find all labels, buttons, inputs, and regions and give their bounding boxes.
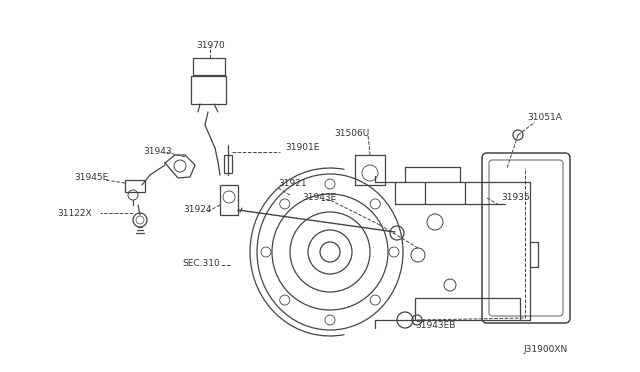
Text: SEC.310: SEC.310 xyxy=(182,260,220,269)
Text: 31901E: 31901E xyxy=(285,144,319,153)
Text: 31943E: 31943E xyxy=(302,193,336,202)
Bar xyxy=(220,185,238,215)
Text: 31970: 31970 xyxy=(196,42,225,51)
Bar xyxy=(224,155,232,173)
Bar xyxy=(125,180,145,192)
Text: 31935: 31935 xyxy=(501,193,530,202)
Text: J31900XN: J31900XN xyxy=(523,346,567,355)
Text: 31921: 31921 xyxy=(278,179,307,187)
Text: 31945E: 31945E xyxy=(74,173,108,183)
Text: 31943: 31943 xyxy=(143,148,172,157)
Text: 31051A: 31051A xyxy=(527,113,562,122)
Text: 31506U: 31506U xyxy=(334,128,369,138)
Text: 31924: 31924 xyxy=(183,205,211,215)
Text: 31122X: 31122X xyxy=(57,208,92,218)
Text: 31943EB: 31943EB xyxy=(415,321,456,330)
Bar xyxy=(191,76,226,104)
